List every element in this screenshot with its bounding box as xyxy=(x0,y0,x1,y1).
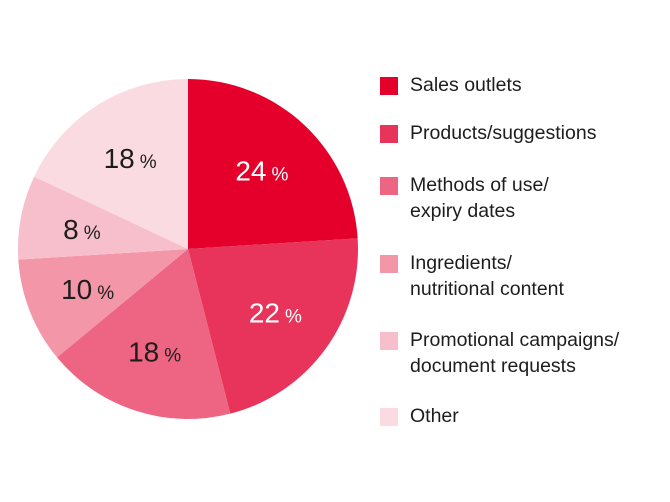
legend-item-5: Other xyxy=(380,403,459,429)
pie-slice-5 xyxy=(34,79,189,249)
legend-label-5-line-0: Other xyxy=(410,405,459,427)
pie-slice-label-4: 8% xyxy=(63,214,101,245)
legend-label-4-line-1: document requests xyxy=(410,355,576,377)
legend-item-0: Sales outlets xyxy=(380,72,522,98)
legend-item-1: Products/suggestions xyxy=(380,120,596,146)
legend-label-0-line-0: Sales outlets xyxy=(410,74,522,96)
pie-slice-1 xyxy=(188,238,358,414)
legend-swatch-1 xyxy=(380,125,398,143)
legend-label-2-line-0: Methods of use/ xyxy=(410,174,549,196)
pie-chart: 24 % 22 % 18 % 10 % 8 % 18% xyxy=(18,79,358,420)
pie-slice-4 xyxy=(18,176,189,260)
pie-slice-label-0: 24% xyxy=(235,155,288,186)
pie-slice-label-5: 18% xyxy=(104,143,157,174)
legend-item-3: Ingredients/nutritional content xyxy=(380,250,564,302)
legend-label-1-line-0: Products/suggestions xyxy=(410,122,597,144)
legend-label-3-line-0: Ingredients/ xyxy=(410,252,512,274)
pie-slice-label-1: 22% xyxy=(249,298,302,329)
legend-item-2: Methods of use/expiry dates xyxy=(380,172,549,224)
legend-swatch-0 xyxy=(380,77,398,95)
pie-slice-0 xyxy=(188,79,358,249)
legend-label-2-line-1: expiry dates xyxy=(410,200,516,222)
legend-item-4: Promotional campaigns/document requests xyxy=(380,327,619,379)
pie-slice-3 xyxy=(18,249,189,358)
pie-slice-2 xyxy=(57,249,231,420)
legend-swatch-5 xyxy=(380,408,398,426)
legend-swatch-2 xyxy=(380,177,398,195)
pie-slice-label-2: 18% xyxy=(128,337,181,368)
legend-swatch-3 xyxy=(380,255,398,273)
legend-label-4-line-0: Promotional campaigns/ xyxy=(410,329,620,351)
legend-swatch-4 xyxy=(380,332,398,350)
pie-slice-label-3: 10% xyxy=(61,274,114,305)
legend-label-3-line-1: nutritional content xyxy=(410,278,564,300)
